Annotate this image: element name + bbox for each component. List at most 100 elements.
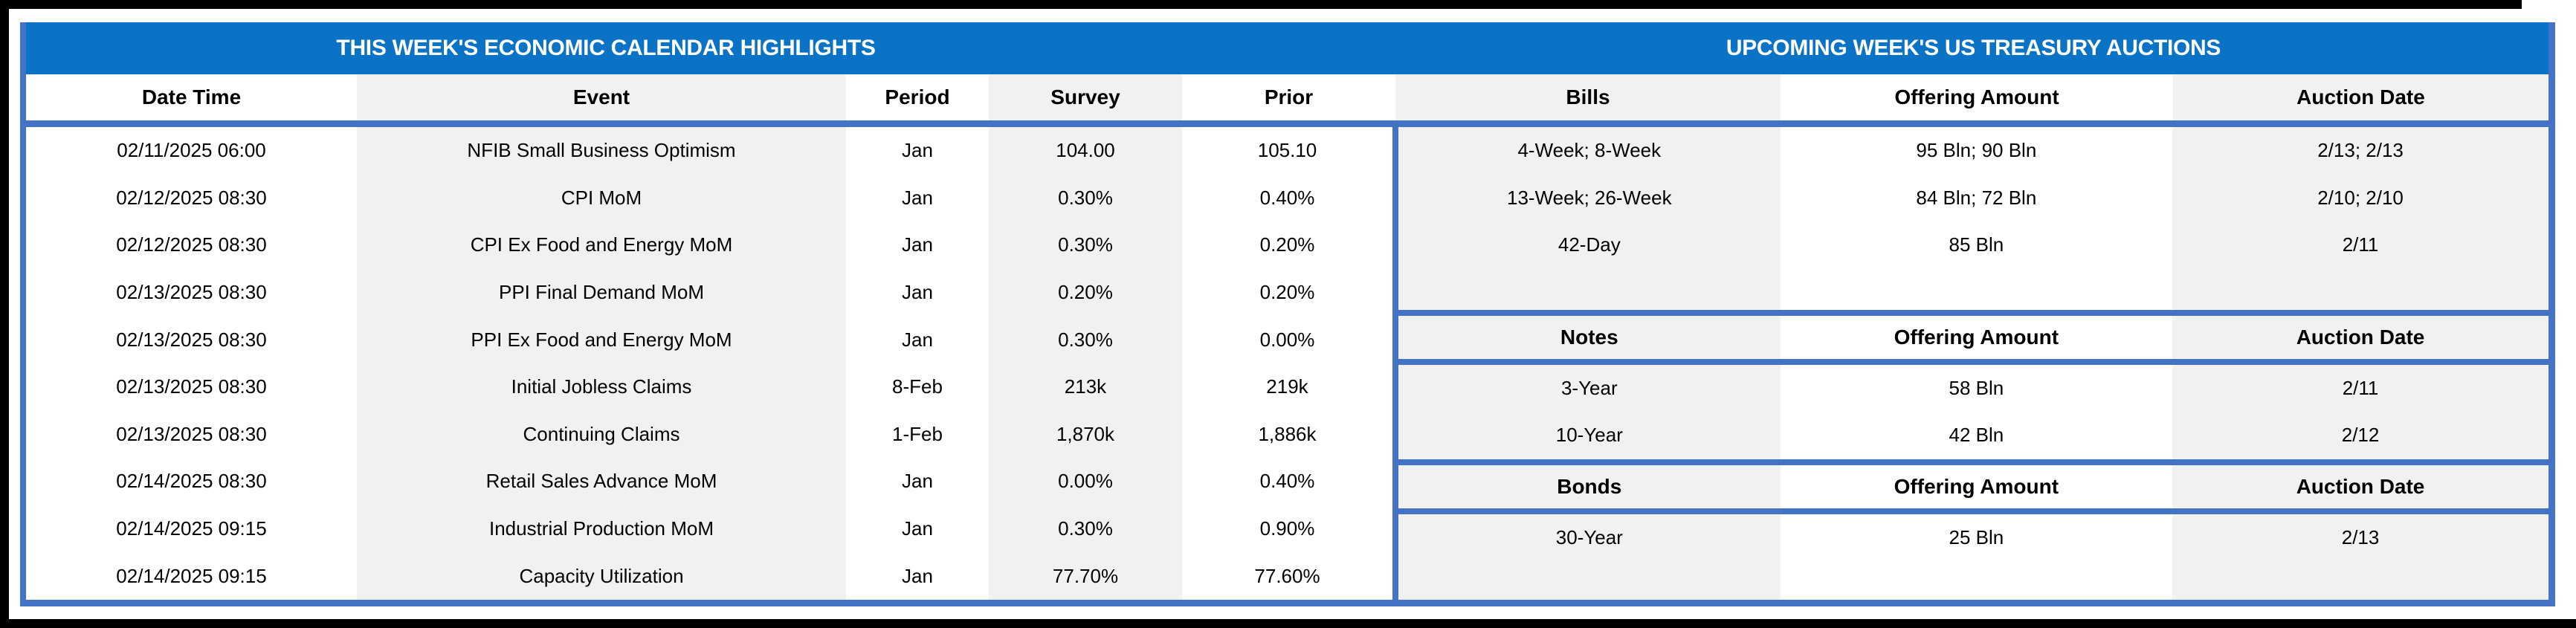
- section-divider-line: [1398, 508, 2548, 514]
- cell-prior: 0.20%: [1182, 221, 1392, 269]
- cell-date-time: 02/12/2025 08:30: [26, 221, 357, 269]
- cell-period: Jan: [846, 268, 989, 317]
- section-divider-line: [1398, 459, 2548, 465]
- cell-survey: 0.30%: [989, 221, 1182, 269]
- section-divider-line: [1398, 309, 2548, 316]
- economic-calendar-title: THIS WEEK'S ECONOMIC CALENDAR HIGHLIGHTS: [336, 36, 876, 60]
- outer-frame-bottom: [0, 619, 2576, 628]
- cell-event: Industrial Production MoM: [357, 505, 846, 553]
- cell-survey: 0.30%: [989, 316, 1182, 363]
- cell-security: 30-Year: [1398, 514, 1781, 561]
- cell-date-time: 02/14/2025 08:30: [26, 458, 357, 505]
- cell-date-time: 02/14/2025 09:15: [26, 552, 357, 600]
- col-header-offering-amount: Offering Amount: [1780, 464, 2173, 508]
- cell-auction-date: 2/12: [2172, 412, 2548, 459]
- cell-prior: 0.40%: [1182, 174, 1392, 222]
- cell-security: 42-Day: [1398, 221, 1781, 269]
- cell-auction-date: 2/13; 2/13: [2172, 127, 2548, 175]
- cell-event: Continuing Claims: [357, 410, 846, 459]
- panel-divider-line: [1392, 127, 1398, 600]
- cell-period: Jan: [846, 458, 989, 505]
- cell-security: 3-Year: [1398, 364, 1781, 412]
- cell-security: 4-Week; 8-Week: [1398, 127, 1781, 175]
- cell-prior: 219k: [1182, 363, 1392, 411]
- cell-survey: 0.20%: [989, 268, 1182, 317]
- cell-event: Initial Jobless Claims: [357, 363, 846, 411]
- cell-period: Jan: [846, 174, 989, 222]
- cell-offering-amount: 25 Bln: [1780, 514, 2173, 561]
- cell-survey: 213k: [989, 363, 1182, 411]
- cell-date-time: 02/12/2025 08:30: [26, 174, 357, 222]
- cell-period: Jan: [846, 127, 989, 175]
- cell-event: Retail Sales Advance MoM: [357, 458, 846, 505]
- cell-auction-date: 2/10; 2/10: [2172, 174, 2548, 221]
- bonds-row: 30-Year 25 Bln 2/13: [1398, 514, 2548, 561]
- calendar-row: 02/11/2025 06:00 NFIB Small Business Opti…: [26, 127, 1392, 175]
- cell-offering-amount: 85 Bln: [1780, 221, 2173, 269]
- calendar-row: 02/12/2025 08:30 CPI MoM Jan 0.30% 0.40%: [26, 174, 1392, 222]
- cell-event: PPI Final Demand MoM: [357, 268, 846, 317]
- notes-rows: 3-Year 58 Bln 2/11 10-Year 42 Bln 2/12: [1398, 364, 2548, 459]
- bills-row: 42-Day 85 Bln 2/11: [1398, 221, 2548, 269]
- cell-prior: 77.60%: [1182, 552, 1392, 600]
- outer-frame-left: [0, 0, 9, 628]
- col-header-offering-amount: Offering Amount: [1781, 74, 2173, 120]
- col-header-notes: Notes: [1398, 315, 1781, 359]
- cell-offering-amount: 95 Bln; 90 Bln: [1780, 127, 2173, 175]
- cell-offering-amount: 58 Bln: [1780, 364, 2173, 412]
- calendar-row: 02/13/2025 08:30 Initial Jobless Claims 8-…: [26, 363, 1392, 411]
- cell-survey: 1,870k: [989, 410, 1182, 459]
- cell-prior: 0.90%: [1182, 505, 1392, 553]
- cell-date-time: 02/11/2025 06:00: [26, 127, 357, 175]
- economic-calendar-rows: 02/11/2025 06:00 NFIB Small Business Opti…: [26, 127, 1392, 600]
- cell-period: 1-Feb: [846, 410, 989, 459]
- cell-date-time: 02/13/2025 08:30: [26, 410, 357, 459]
- col-header-auction-date: Auction Date: [2172, 464, 2548, 508]
- col-header-survey: Survey: [989, 74, 1182, 120]
- calendar-row: 02/13/2025 08:30 PPI Ex Food and Energy M…: [26, 316, 1392, 363]
- cell-survey: 0.30%: [989, 505, 1182, 553]
- treasury-auctions-panel: 4-Week; 8-Week 95 Bln; 90 Bln 2/13; 2/13 13…: [1398, 127, 2548, 600]
- cell-prior: 105.10: [1182, 127, 1392, 175]
- cell-period: Jan: [846, 505, 989, 553]
- calendar-row: 02/12/2025 08:30 CPI Ex Food and Energy M…: [26, 221, 1392, 269]
- notes-row: 3-Year 58 Bln 2/11: [1398, 364, 2548, 412]
- cell-auction-date: 2/11: [2172, 364, 2548, 412]
- column-header-row: Date Time Event Period Survey Prior Bill…: [26, 74, 2548, 120]
- cell-prior: 1,886k: [1182, 410, 1392, 459]
- spacer-row: [1398, 268, 2548, 310]
- cell-period: Jan: [846, 316, 989, 363]
- cell-security: 10-Year: [1398, 412, 1781, 459]
- cell-prior: 0.20%: [1182, 268, 1392, 317]
- cell-survey: 0.30%: [989, 174, 1182, 222]
- notes-row: 10-Year 42 Bln 2/12: [1398, 412, 2548, 459]
- cell-event: NFIB Small Business Optimism: [357, 127, 846, 175]
- title-bar: THIS WEEK'S ECONOMIC CALENDAR HIGHLIGHTS…: [26, 22, 2548, 74]
- bills-row: 4-Week; 8-Week 95 Bln; 90 Bln 2/13; 2/13: [1398, 127, 2548, 175]
- col-header-event: Event: [357, 74, 846, 120]
- cell-date-time: 02/13/2025 08:30: [26, 316, 357, 363]
- bonds-header-row: Bonds Offering Amount Auction Date: [1398, 464, 2548, 508]
- spacer-row: [1398, 561, 2548, 600]
- cell-event: CPI Ex Food and Energy MoM: [357, 221, 846, 269]
- calendar-row: 02/14/2025 09:15 Capacity Utilization Jan 7…: [26, 552, 1392, 600]
- cell-period: 8-Feb: [846, 363, 989, 411]
- col-header-offering-amount: Offering Amount: [1780, 315, 2173, 359]
- col-header-date-time: Date Time: [26, 74, 357, 120]
- col-header-auction-date: Auction Date: [2173, 74, 2548, 120]
- cell-period: Jan: [846, 552, 989, 600]
- calendar-row: 02/14/2025 09:15 Industrial Production Mo…: [26, 505, 1392, 553]
- bills-row: 13-Week; 26-Week 84 Bln; 72 Bln 2/10; 2/10: [1398, 174, 2548, 221]
- cell-date-time: 02/13/2025 08:30: [26, 268, 357, 317]
- cell-event: PPI Ex Food and Energy MoM: [357, 316, 846, 363]
- col-header-bonds: Bonds: [1398, 464, 1781, 508]
- section-divider-line: [1398, 358, 2548, 365]
- calendar-row: 02/13/2025 08:30 PPI Final Demand MoM Jan 0…: [26, 268, 1392, 317]
- cell-prior: 0.40%: [1182, 458, 1392, 505]
- header-divider-line: [26, 120, 2548, 127]
- notes-header-row: Notes Offering Amount Auction Date: [1398, 315, 2548, 359]
- cell-prior: 0.00%: [1182, 316, 1392, 363]
- outer-frame-top: [0, 0, 2522, 9]
- calendar-row: 02/14/2025 08:30 Retail Sales Advance MoM…: [26, 458, 1392, 505]
- cell-offering-amount: 42 Bln: [1780, 412, 2173, 459]
